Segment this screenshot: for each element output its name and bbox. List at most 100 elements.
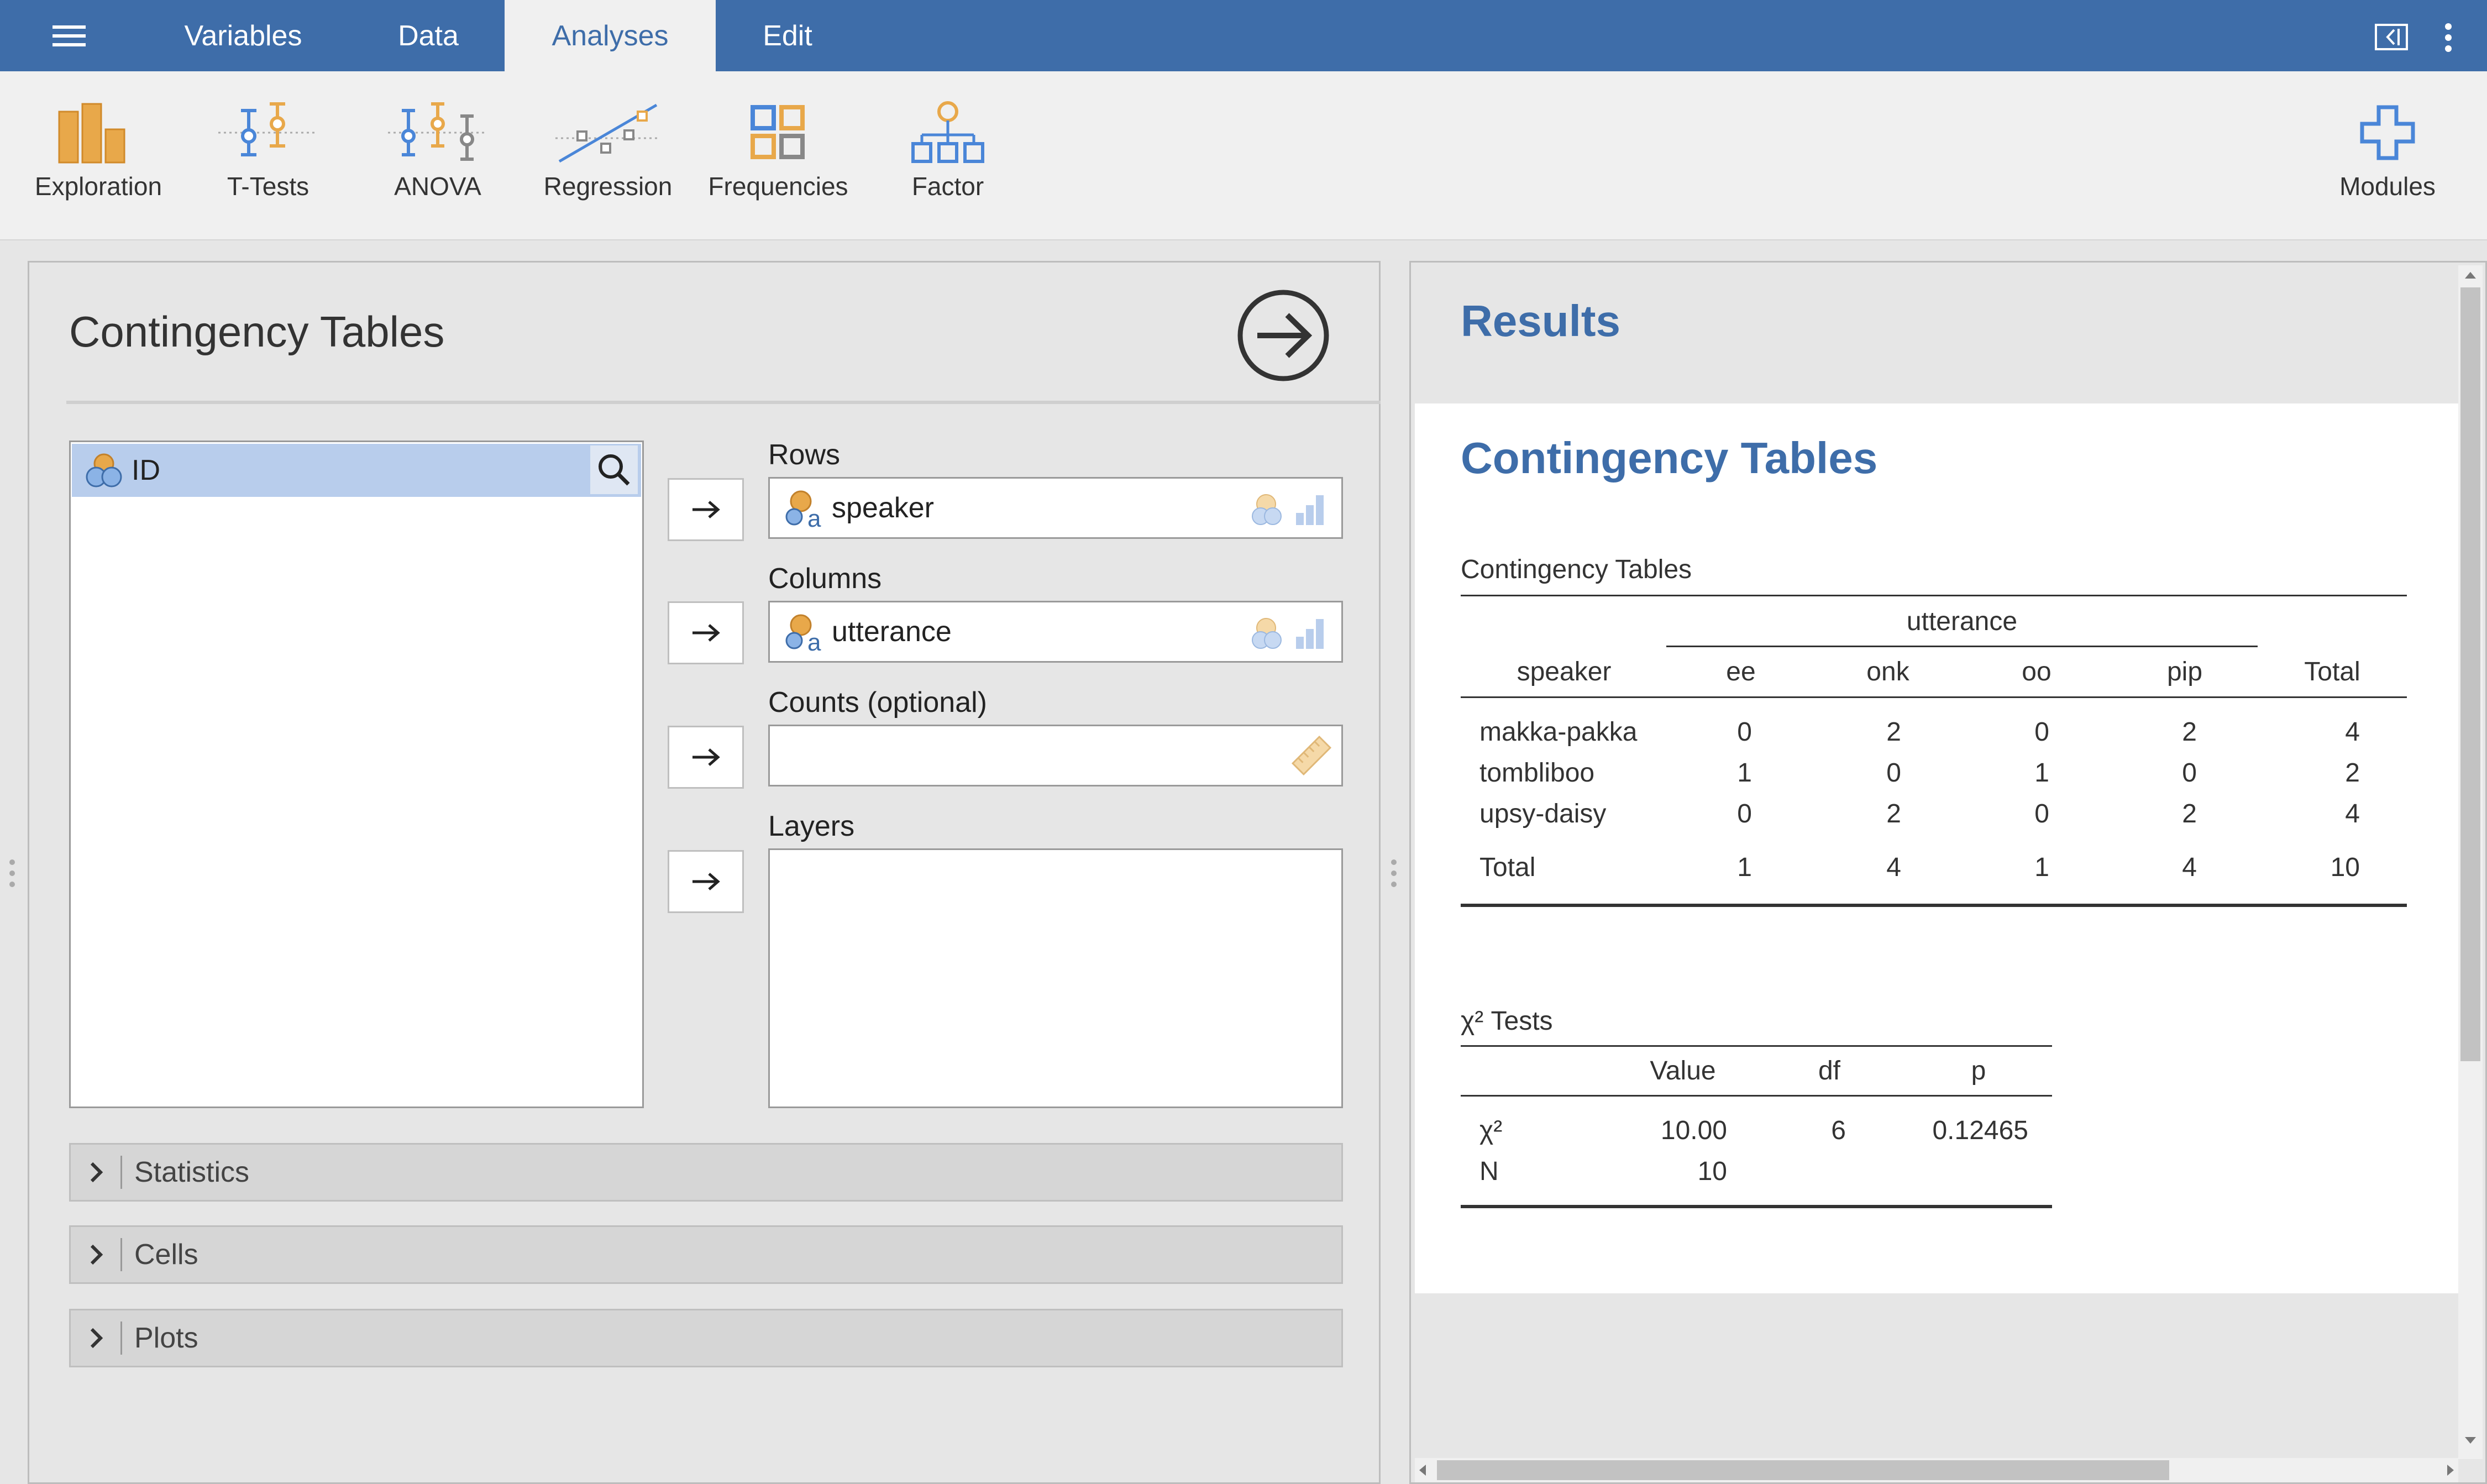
available-variables-list[interactable] (69, 441, 644, 1108)
scroll-up-arrow-icon[interactable] (2463, 270, 2478, 281)
arrow-right-icon (692, 873, 720, 890)
svg-text:a: a (807, 505, 821, 530)
scroll-left-arrow-icon[interactable] (1417, 1462, 1428, 1478)
panel-splitter-handle[interactable] (1389, 857, 1398, 890)
table-cell: 0 (1886, 758, 1901, 788)
left-splitter-handle[interactable] (8, 857, 17, 890)
counts-box[interactable] (768, 725, 1343, 786)
layers-box[interactable] (768, 848, 1343, 1108)
section-divider (120, 1156, 122, 1189)
column-header: Total (2304, 657, 2360, 686)
tab-edit[interactable]: Edit (763, 19, 812, 52)
exploration-label: Exploration (34, 172, 162, 201)
hamburger-menu-icon[interactable] (50, 22, 88, 50)
move-to-columns-button[interactable] (668, 601, 744, 664)
table-cell: 0 (2034, 799, 2049, 828)
rows-label: Rows (768, 439, 841, 471)
chisq-rule-bottom (1461, 1205, 2052, 1208)
chevron-right-icon (90, 1244, 103, 1265)
chisq-cell: 10.00 (1660, 1116, 1727, 1145)
chisq-header-rule (1461, 1095, 2052, 1097)
columns-variable-name: utterance (832, 616, 952, 648)
factor-label: Factor (911, 172, 984, 201)
factor-icon (911, 101, 984, 163)
regression-icon (555, 103, 660, 163)
column-header: pip (2166, 657, 2203, 686)
chisq-rule-top (1461, 1045, 2052, 1047)
t-tests-label: T-Tests (227, 172, 309, 201)
frequencies-button[interactable]: Frequencies (695, 99, 861, 221)
statistics-section-label: Statistics (134, 1156, 250, 1188)
exploration-button[interactable]: Exploration (15, 99, 181, 221)
table-cell: 4 (1886, 853, 1901, 882)
t-tests-icon (218, 102, 318, 156)
move-to-rows-button[interactable] (668, 478, 744, 541)
regression-button[interactable]: Regression (525, 99, 691, 221)
table-header-rule (1461, 696, 2407, 698)
move-to-counts-button[interactable] (668, 726, 744, 789)
plots-section[interactable]: Plots (69, 1309, 1343, 1367)
search-variables-button[interactable] (590, 445, 638, 494)
results-content (1415, 403, 2462, 1293)
exploration-icon (58, 103, 125, 164)
chisq-row-label: N (1479, 1157, 1499, 1186)
table-cell: 4 (2182, 853, 2197, 882)
frequencies-icon (751, 105, 805, 159)
columns-label: Columns (768, 563, 882, 595)
chisq-column-header: Value (1650, 1056, 1716, 1086)
horizontal-scrollbar-thumb[interactable] (1437, 1460, 2169, 1480)
results-heading: Results (1461, 296, 1620, 345)
nominal-text-variable-icon: a (785, 490, 821, 530)
column-header: oo (2022, 657, 2051, 686)
table-cell: 2 (2182, 717, 2197, 747)
measure-type-icon (1252, 618, 1324, 649)
vertical-scrollbar-thumb[interactable] (2460, 287, 2480, 1061)
svg-text:a: a (807, 629, 821, 654)
tab-data[interactable]: Data (398, 19, 459, 52)
section-divider (120, 1238, 122, 1271)
nominal-text-variable-icon: a (785, 614, 821, 654)
arrow-right-icon (692, 501, 720, 518)
t-tests-button[interactable]: T-Tests (185, 99, 351, 221)
table-cell: 2 (1886, 717, 1901, 747)
variable-name: ID (132, 454, 160, 486)
anova-button[interactable]: ANOVA (355, 99, 521, 221)
table-row-label: upsy-daisy (1479, 799, 1607, 828)
table-cell: 1 (2034, 853, 2049, 882)
scroll-right-arrow-icon[interactable] (2445, 1462, 2456, 1478)
table-cell: 1 (1737, 758, 1752, 788)
chevron-right-icon (90, 1328, 103, 1349)
column-header: ee (1726, 657, 1756, 686)
table-row-label: Total (1479, 853, 1536, 882)
toggle-results-mode-icon[interactable] (2374, 23, 2409, 51)
move-to-layers-button[interactable] (668, 850, 744, 913)
columns-box[interactable]: a utterance (768, 601, 1343, 663)
frequencies-label: Frequencies (708, 172, 848, 201)
ruler-icon (1291, 735, 1332, 776)
more-options-icon[interactable] (2442, 21, 2455, 54)
tab-variables[interactable]: Variables (184, 19, 302, 52)
table-rule-top (1461, 595, 2407, 596)
results-analysis-title[interactable]: Contingency Tables (1461, 433, 1878, 483)
rows-box[interactable]: a speaker (768, 477, 1343, 539)
table-cell: 1 (1737, 853, 1752, 882)
table-row-label: makka-pakka (1479, 717, 1638, 747)
statistics-section[interactable]: Statistics (69, 1143, 1343, 1202)
contingency-table-caption: Contingency Tables (1461, 555, 1692, 584)
arrow-circle-right-icon (1237, 290, 1329, 381)
analysis-title: Contingency Tables (69, 307, 445, 356)
modules-button[interactable]: Modules (2305, 99, 2470, 221)
factor-button[interactable]: Factor (865, 99, 1031, 221)
modules-label: Modules (2339, 172, 2436, 201)
table-cell: 4 (2345, 799, 2360, 828)
nominal-variable-icon (86, 453, 122, 487)
cells-section[interactable]: Cells (69, 1225, 1343, 1284)
run-analysis-button[interactable] (1236, 289, 1330, 382)
cells-section-label: Cells (134, 1239, 198, 1271)
variable-item-id[interactable]: ID (72, 444, 641, 497)
table-cell: 2 (1886, 799, 1901, 828)
table-cell: 10 (2330, 853, 2360, 882)
counts-label: Counts (optional) (768, 686, 987, 719)
tab-analyses[interactable]: Analyses (505, 0, 716, 71)
scroll-down-arrow-icon[interactable] (2463, 1435, 2478, 1446)
